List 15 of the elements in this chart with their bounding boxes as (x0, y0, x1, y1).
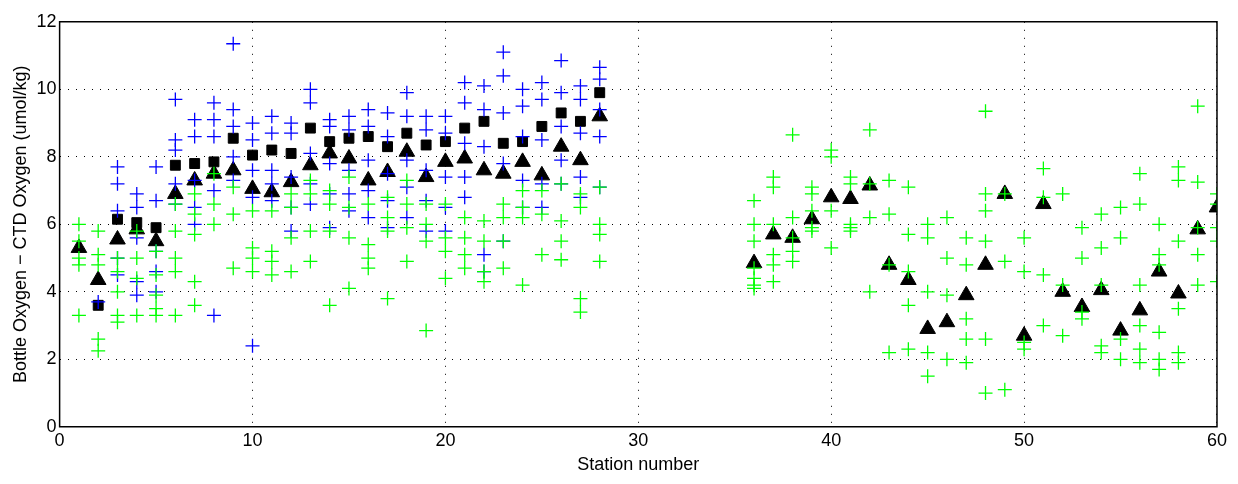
x-tick-label: 20 (435, 429, 456, 450)
y-tick-label: 12 (36, 10, 57, 31)
x-tick-label: 30 (628, 429, 649, 450)
x-tick-label: 60 (1206, 429, 1227, 450)
y-axis-title: Bottle Oxygen − CTD Oxygen (umol/kg) (9, 65, 30, 384)
x-tick-label: 50 (1014, 429, 1035, 450)
y-tick-label: 6 (46, 213, 57, 234)
x-tick-label: 40 (821, 429, 842, 450)
x-axis-title: Station number (577, 454, 700, 475)
y-tick-label: 2 (46, 348, 57, 369)
y-tick-label: 8 (46, 145, 57, 166)
y-tick-label: 4 (46, 280, 57, 301)
y-tick-label: 10 (36, 78, 57, 99)
y-tick-label: 0 (46, 415, 57, 436)
x-tick-label: 10 (242, 429, 263, 450)
